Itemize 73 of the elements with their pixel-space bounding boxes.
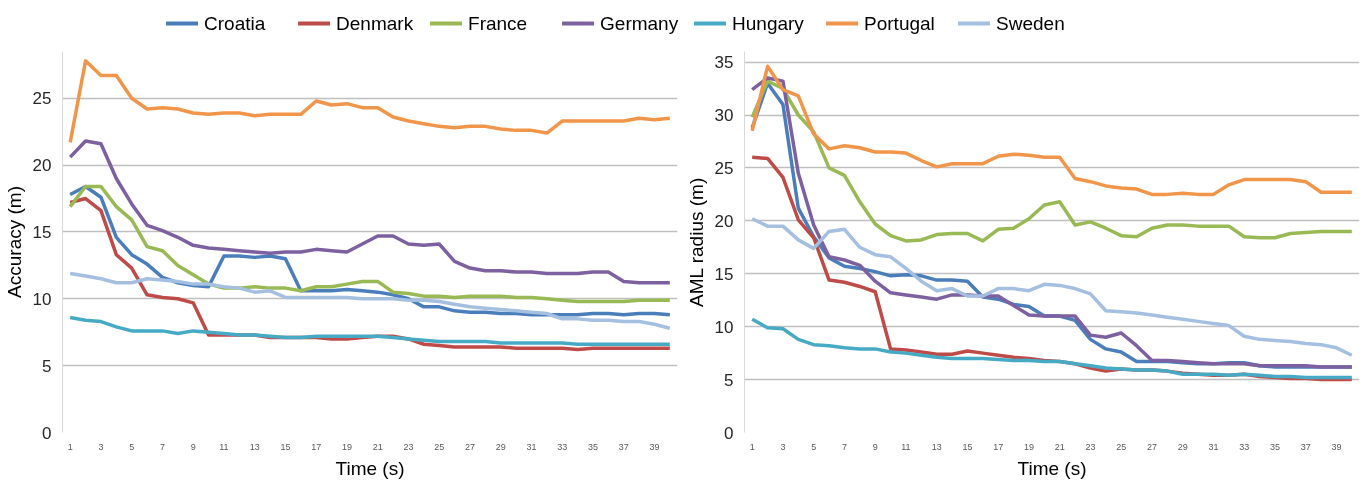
x-tick-label: 27 <box>464 441 475 452</box>
x-tick-label: 37 <box>1300 441 1311 452</box>
x-tick-label: 27 <box>1146 441 1157 452</box>
legend-label: Sweden <box>996 13 1065 34</box>
x-tick-label: 23 <box>403 441 414 452</box>
x-tick-label: 17 <box>993 441 1004 452</box>
y-tick-label: 25 <box>32 89 52 109</box>
x-tick-label: 7 <box>841 441 847 452</box>
y-tick-label: 20 <box>714 211 734 231</box>
x-tick-label: 13 <box>931 441 942 452</box>
y-tick-label: 10 <box>32 289 52 309</box>
x-axis-title: Time (s) <box>335 457 405 479</box>
line-series <box>750 216 1354 357</box>
y-tick-label: 5 <box>42 356 52 376</box>
line-series <box>750 64 1354 197</box>
x-tick-label: 19 <box>1023 441 1034 452</box>
x-tick-label: 25 <box>434 441 445 452</box>
x-tick-label: 9 <box>190 441 196 452</box>
y-tick-label: 35 <box>714 53 734 73</box>
x-tick-label: 7 <box>159 441 165 452</box>
x-tick-label: 33 <box>1239 441 1250 452</box>
x-tick-label: 11 <box>219 441 229 452</box>
y-tick-label: 15 <box>714 264 734 284</box>
line-series <box>68 139 672 285</box>
x-tick-label: 23 <box>1085 441 1096 452</box>
line-series <box>750 79 1354 243</box>
line-series <box>68 315 672 347</box>
y-tick-label: 0 <box>42 423 52 443</box>
y-tick-label: 20 <box>32 156 52 176</box>
x-tick-label: 39 <box>649 441 660 452</box>
x-tick-label: 5 <box>129 441 135 452</box>
x-tick-label: 11 <box>901 441 911 452</box>
y-tick-label: 30 <box>714 106 734 125</box>
legend-label: Denmark <box>336 13 414 34</box>
x-tick-label: 37 <box>618 441 629 452</box>
legend-label: Hungary <box>732 13 805 34</box>
y-axis-title: Accuracy (m) <box>3 186 25 298</box>
x-tick-label: 9 <box>872 441 878 452</box>
x-tick-label: 39 <box>1331 441 1342 452</box>
x-tick-label: 29 <box>495 441 506 452</box>
x-tick-label: 31 <box>1208 441 1219 452</box>
y-tick-label: 25 <box>714 158 734 178</box>
x-tick-label: 15 <box>962 441 973 452</box>
line-series <box>68 271 672 330</box>
legend-label: France <box>468 13 528 34</box>
line-series <box>68 59 672 145</box>
x-tick-label: 25 <box>1116 441 1127 452</box>
y-axis-title: AML radius (m) <box>685 177 707 307</box>
legend-label: Portugal <box>864 13 935 34</box>
x-tick-label: 1 <box>67 441 73 452</box>
x-axis-title: Time (s) <box>1017 457 1087 479</box>
x-tick-label: 33 <box>557 441 568 452</box>
x-tick-label: 15 <box>280 441 291 452</box>
x-tick-label: 29 <box>1177 441 1188 452</box>
y-tick-label: 15 <box>32 222 52 242</box>
x-tick-label: 35 <box>1269 441 1280 452</box>
x-tick-label: 35 <box>587 441 598 452</box>
x-tick-label: 31 <box>526 441 537 452</box>
x-tick-label: 17 <box>311 441 322 452</box>
y-tick-label: 0 <box>724 423 734 443</box>
x-tick-label: 3 <box>780 441 786 452</box>
x-tick-label: 19 <box>341 441 352 452</box>
x-tick-label: 21 <box>1054 441 1065 452</box>
y-tick-label: 5 <box>724 370 734 390</box>
legend-label: Germany <box>600 13 679 34</box>
x-tick-label: 1 <box>749 441 755 452</box>
y-tick-label: 10 <box>714 317 734 337</box>
x-tick-label: 5 <box>811 441 817 452</box>
line-series <box>750 317 1354 380</box>
legend-label: Croatia <box>204 13 266 34</box>
x-tick-label: 21 <box>372 441 383 452</box>
x-tick-label: 13 <box>249 441 260 452</box>
x-tick-label: 3 <box>98 441 104 452</box>
